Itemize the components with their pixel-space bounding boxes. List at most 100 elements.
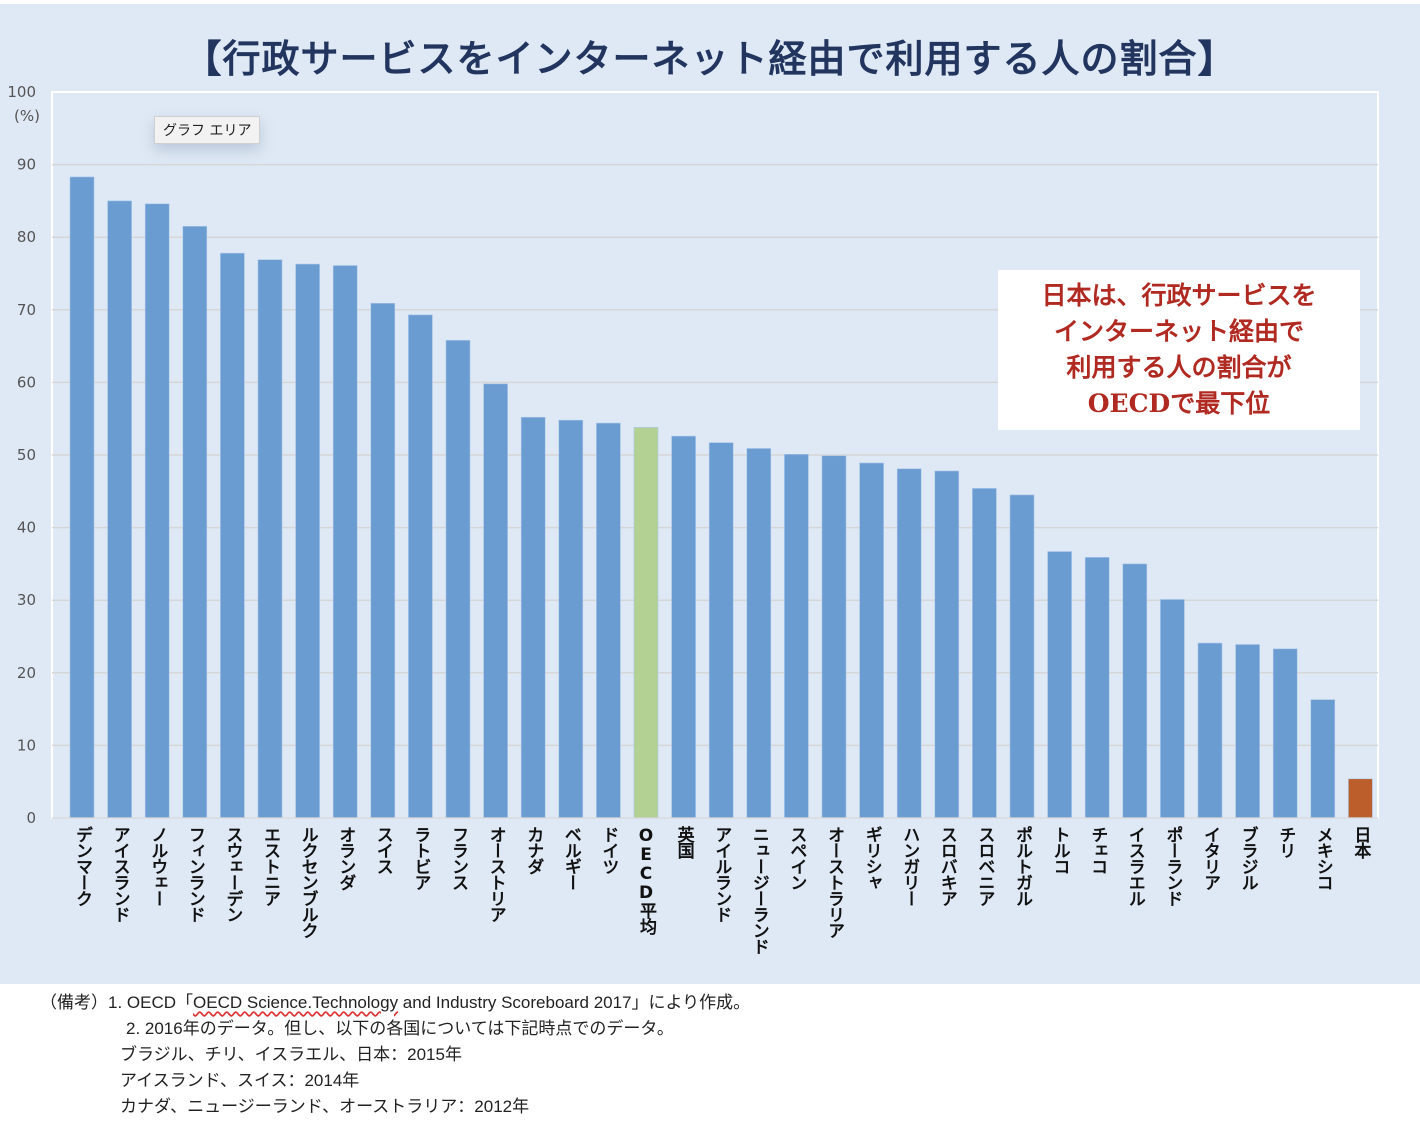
bar-20[interactable]: オーストラリア: 49.9 [821,455,847,819]
bar-25[interactable]: ポルトガル: 44.5 [1009,494,1035,819]
bar-16[interactable]: 英国: 52.6 [671,435,696,819]
note-5: カナダ、ニュージーランド、オーストラリア：2012年 [120,1097,530,1116]
y-axis-label: (%) [14,107,40,125]
x-tick-label: イタリア [1200,826,1220,890]
bar-7[interactable]: オランダ: 76.1 [332,265,358,819]
callout-line: OECDで最下位 [1087,389,1271,418]
note-1c: and Industry Scoreboard 2017」により作成。 [398,993,751,1012]
bar-32[interactable]: チリ: 23.3 [1272,648,1298,819]
chart-area-tooltip: グラフ エリア [154,116,261,144]
notes-prefix: （備考） [40,993,108,1012]
y-tick-label: 90 [17,156,36,174]
bar-15[interactable]: OECD平均: 53.8 [633,427,659,819]
note-2: 2. 2016年のデータ。但し、以下の各国については下記時点でのデータ。 [126,1019,674,1038]
bar-22[interactable]: ハンガリー: 48.1 [896,468,922,819]
x-tick-label: ノルウェー [147,826,168,906]
callout-line: 利用する人の割合が [1066,353,1292,382]
bar-21[interactable]: ギリシャ: 48.9 [859,462,884,819]
x-tick-label: フィンランド [184,826,205,922]
bar-2[interactable]: ノルウェー: 84.6 [144,203,170,819]
y-tick-label: 50 [17,446,36,464]
x-tick-label: ベルギー [560,826,581,890]
x-tick-label: ニュージーランド [748,826,769,954]
bar-26[interactable]: トルコ: 36.7 [1047,551,1072,819]
y-tick-label: 80 [17,228,36,246]
x-tick-label: フランス [448,826,468,890]
bar-13[interactable]: ベルギー: 54.8 [558,419,584,819]
x-tick-label: スウェーデン [222,826,243,922]
y-tick-label: 20 [17,664,36,682]
bar-33[interactable]: メキシコ: 16.3 [1310,699,1336,819]
chart-title: 【行政サービスをインターネット経由で利用する人の割合】 [183,37,1237,81]
x-tick-label: スロバキア [936,826,957,906]
bar-9[interactable]: ラトビア: 69.3 [408,314,433,819]
y-tick-label: 70 [17,301,36,319]
x-tick-label: アイルランド [711,826,732,922]
bar-28[interactable]: イスラエル: 35 [1122,563,1148,819]
y-tick-label: 60 [17,373,36,391]
bars: デンマーク: 88.3 アイスランド: 85 ノルウェー: 84.6 フィンランド: … [69,176,1373,819]
note-1b: OECD Science.Technology [193,993,399,1012]
bar-1[interactable]: アイスランド: 85 [107,200,132,819]
bar-18[interactable]: ニュージーランド: 50.9 [746,448,772,819]
x-tick-label: エストニア [260,826,280,906]
bar-11[interactable]: オーストリア: 59.8 [483,383,508,819]
bar-8[interactable]: スイス: 70.9 [370,302,396,819]
bar-12[interactable]: カナダ: 55.2 [520,416,546,819]
x-tick-label: ギリシャ [861,826,882,890]
x-tick-label: デンマーク [72,826,92,906]
y-tick-label: 40 [17,519,36,537]
x-tick-label: スペイン [786,826,807,890]
x-tick-label: スイス [372,826,393,874]
note-1a: 1. OECD「 [108,993,194,1012]
y-axis-ticks: 0 10 20 30 40 50 60 70 80 90 100 [7,83,36,827]
x-tick-label: ルクセンブルク [297,826,318,938]
x-tick-label: ラトビア [410,826,431,890]
x-tick-label: ブラジル [1237,826,1258,890]
x-tick-label: チェコ [1087,826,1108,874]
bar-5[interactable]: エストニア: 76.9 [257,259,283,819]
x-tick-label: OECD平均 [636,826,656,934]
callout-box: 日本は、行政サービスを インターネット経由で 利用する人の割合が OECDで最下… [998,270,1360,430]
y-tick-label: 100 [7,83,36,101]
y-tick-label: 30 [17,591,36,609]
callout-line: インターネット経由で [1053,317,1304,346]
source-notes: （備考）1. OECD「OECD Science.Technology and … [40,990,750,1120]
bar-31[interactable]: ブラジル: 23.9 [1235,644,1260,819]
y-tick-label: 0 [26,809,36,827]
x-tick-label: アイスランド [109,826,130,922]
x-tick-label: トルコ [1049,826,1070,874]
x-tick-label: オーストリア [485,826,506,922]
x-tick-label: メキシコ [1312,826,1333,890]
x-tick-label: ポルトガル [1012,826,1032,906]
bar-6[interactable]: ルクセンブルク: 76.3 [295,263,320,819]
bar-10[interactable]: フランス: 65.8 [445,339,471,819]
x-tick-label: チリ [1275,826,1296,858]
bar-14[interactable]: ドイツ: 54.4 [596,422,621,819]
bar-24[interactable]: スロベニア: 45.4 [972,488,997,819]
x-tick-label: イスラエル [1124,826,1145,906]
bar-19[interactable]: スペイン: 50.1 [784,453,809,819]
x-tick-label: オランダ [335,826,356,890]
note-4: アイスランド、スイス：2014年 [120,1071,360,1090]
x-tick-label: ドイツ [598,826,619,874]
bar-chart[interactable]: 0 10 20 30 40 50 60 70 80 90 100 (%) デンマーク: 88.3 アイ… [0,0,1420,990]
bar-29[interactable]: ポーランド: 30.1 [1160,599,1185,819]
bar-30[interactable]: イタリア: 24.1 [1197,642,1223,819]
bar-23[interactable]: スロバキア: 47.8 [934,470,960,819]
x-tick-label: カナダ [523,826,544,874]
bar-34[interactable]: 日本: 5.4 [1348,778,1373,819]
bar-17[interactable]: アイルランド: 51.7 [708,442,734,819]
bar-0[interactable]: デンマーク: 88.3 [69,176,95,819]
callout-line: 日本は、行政サービスを [1041,281,1317,310]
y-tick-label: 10 [17,736,36,754]
bar-3[interactable]: フィンランド: 81.5 [182,226,208,819]
note-3: ブラジル、チリ、イスラエル、日本：2015年 [120,1045,462,1064]
bar-4[interactable]: スウェーデン: 77.8 [220,252,245,819]
x-tick-label: スロベニア [974,826,995,906]
x-tick-label: ポーランド [1162,826,1183,906]
x-tick-label: 英国 [673,826,694,858]
bar-27[interactable]: チェコ: 35.9 [1084,557,1110,819]
x-tick-label: 日本 [1350,826,1371,858]
x-tick-label: オーストラリア [824,826,844,938]
